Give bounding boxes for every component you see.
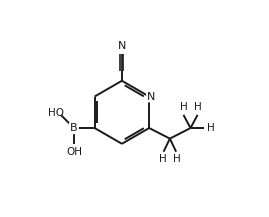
Text: N: N — [147, 92, 155, 102]
Text: N: N — [118, 41, 126, 51]
Text: B: B — [70, 123, 78, 133]
Text: H: H — [207, 123, 215, 133]
Text: H: H — [180, 102, 187, 112]
Text: HO: HO — [48, 108, 64, 118]
Text: OH: OH — [66, 147, 82, 157]
Text: H: H — [194, 102, 201, 112]
Text: H: H — [173, 154, 180, 164]
Text: H: H — [159, 154, 167, 164]
